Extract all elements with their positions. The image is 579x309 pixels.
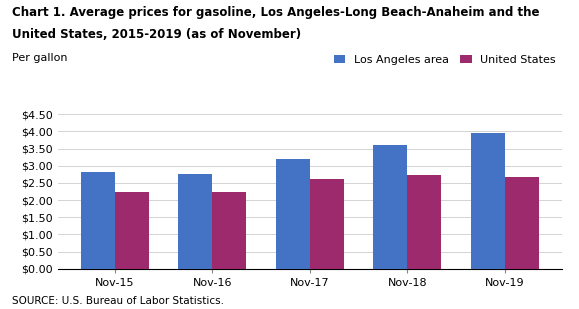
Text: Chart 1. Average prices for gasoline, Los Angeles-Long Beach-Anaheim and the: Chart 1. Average prices for gasoline, Lo… (12, 6, 539, 19)
Text: SOURCE: U.S. Bureau of Labor Statistics.: SOURCE: U.S. Bureau of Labor Statistics. (12, 296, 223, 306)
Legend: Los Angeles area, United States: Los Angeles area, United States (334, 55, 556, 65)
Text: Per gallon: Per gallon (12, 53, 67, 62)
Bar (115, 192, 149, 269)
Bar (407, 175, 441, 269)
Bar (505, 177, 538, 269)
Bar (178, 174, 212, 269)
Bar (471, 133, 505, 269)
Bar (373, 145, 407, 269)
Bar (81, 172, 115, 269)
Bar (310, 179, 344, 269)
Bar (212, 192, 247, 269)
Bar (276, 159, 310, 269)
Text: United States, 2015-2019 (as of November): United States, 2015-2019 (as of November… (12, 28, 301, 41)
